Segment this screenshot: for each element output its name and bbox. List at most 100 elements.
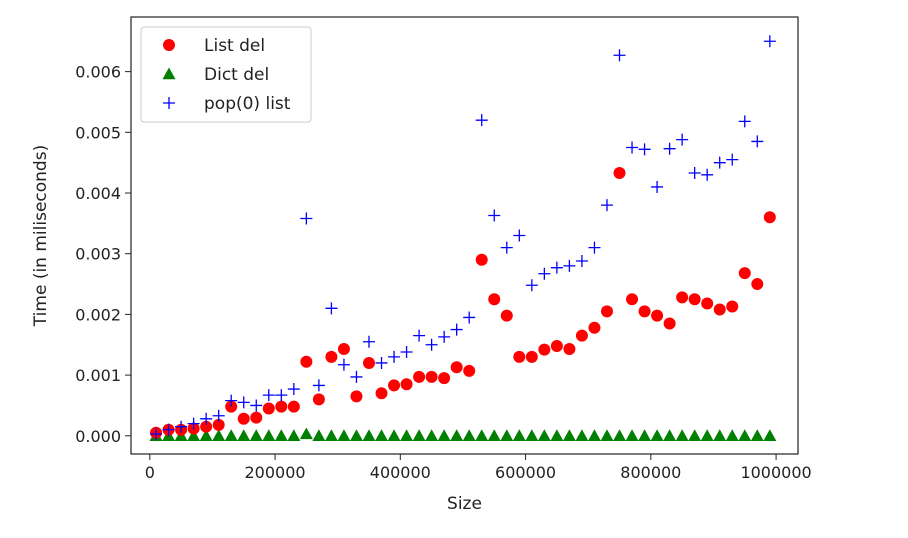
data-point — [600, 305, 613, 318]
data-point — [663, 429, 677, 441]
data-point — [575, 254, 588, 267]
data-point — [275, 389, 288, 402]
data-point — [287, 400, 300, 413]
data-point — [626, 293, 639, 306]
data-point — [751, 278, 764, 291]
data-point — [751, 135, 764, 148]
data-point — [613, 166, 626, 179]
data-point — [562, 429, 576, 441]
data-point — [237, 412, 250, 425]
data-point — [425, 370, 438, 383]
data-point — [200, 412, 213, 425]
data-point — [625, 429, 639, 441]
data-point — [688, 293, 701, 306]
data-point — [600, 199, 613, 212]
data-point — [626, 141, 639, 154]
data-point — [350, 390, 363, 403]
y-tick-label: 0.004 — [75, 184, 121, 203]
data-point — [738, 429, 752, 441]
data-point — [225, 400, 238, 413]
y-tick-label: 0.002 — [75, 305, 121, 324]
data-point — [525, 429, 539, 441]
data-point — [676, 291, 689, 304]
data-point — [413, 329, 426, 342]
data-point — [575, 329, 588, 342]
data-point — [738, 267, 751, 280]
data-point — [462, 429, 476, 441]
data-point — [437, 429, 451, 441]
data-point — [400, 378, 413, 391]
data-point — [763, 429, 777, 441]
data-point — [688, 166, 701, 179]
data-point — [274, 429, 288, 441]
data-point — [688, 429, 702, 441]
data-point — [500, 429, 514, 441]
data-point — [187, 417, 200, 430]
data-point — [638, 429, 652, 441]
data-point — [600, 429, 614, 441]
data-point — [713, 156, 726, 169]
data-point — [638, 143, 651, 156]
y-axis-label: Time (in miliseconds) — [31, 145, 51, 327]
data-point — [500, 241, 513, 254]
legend: List del Dict del pop(0) list — [140, 26, 312, 123]
data-point — [638, 305, 651, 318]
y-axis: 0.000 0.001 0.002 0.003 0.004 0.005 0.006 — [75, 63, 131, 446]
data-point — [701, 168, 714, 181]
data-point — [362, 429, 376, 441]
data-point — [713, 303, 726, 316]
data-point — [463, 311, 476, 324]
data-point — [613, 429, 627, 441]
data-point — [676, 133, 689, 146]
data-point — [162, 423, 175, 436]
data-point — [337, 358, 350, 371]
x-tick-label: 1000000 — [740, 463, 811, 482]
data-point — [513, 350, 526, 363]
data-point — [701, 297, 714, 310]
data-point — [250, 411, 263, 424]
data-point — [299, 427, 313, 440]
series-pop-0-list — [150, 35, 776, 440]
data-point — [463, 364, 476, 377]
data-point — [613, 49, 626, 62]
data-marks — [149, 35, 777, 441]
y-tick-label: 0.000 — [75, 427, 121, 446]
legend-marker — [163, 97, 175, 109]
data-point — [726, 300, 739, 313]
data-point — [450, 361, 463, 374]
legend-marker — [162, 67, 176, 80]
data-point — [425, 429, 439, 441]
data-point — [726, 153, 739, 166]
data-point — [388, 379, 401, 392]
data-point — [225, 394, 238, 407]
data-point — [750, 429, 764, 441]
data-point — [525, 350, 538, 363]
data-point — [713, 429, 727, 441]
data-point — [563, 342, 576, 355]
data-point — [325, 350, 338, 363]
data-point — [312, 379, 325, 392]
data-point — [412, 429, 426, 441]
data-point — [413, 370, 426, 383]
data-point — [249, 429, 263, 441]
data-point — [400, 429, 414, 441]
data-point — [212, 418, 225, 431]
legend-label: pop(0) list — [204, 94, 291, 114]
data-point — [438, 330, 451, 343]
data-point — [400, 346, 413, 359]
data-point — [337, 429, 351, 441]
data-point — [663, 317, 676, 330]
data-point — [212, 409, 225, 422]
plot-frame — [130, 16, 799, 455]
data-point — [287, 429, 301, 441]
data-point — [763, 211, 776, 224]
data-point — [475, 253, 488, 266]
data-point — [651, 309, 664, 322]
data-point — [488, 293, 501, 306]
data-point — [763, 35, 776, 48]
x-tick-label: 800000 — [620, 463, 681, 482]
data-point — [224, 429, 238, 441]
data-point — [350, 370, 363, 383]
data-point — [250, 399, 263, 412]
data-point — [488, 209, 501, 222]
